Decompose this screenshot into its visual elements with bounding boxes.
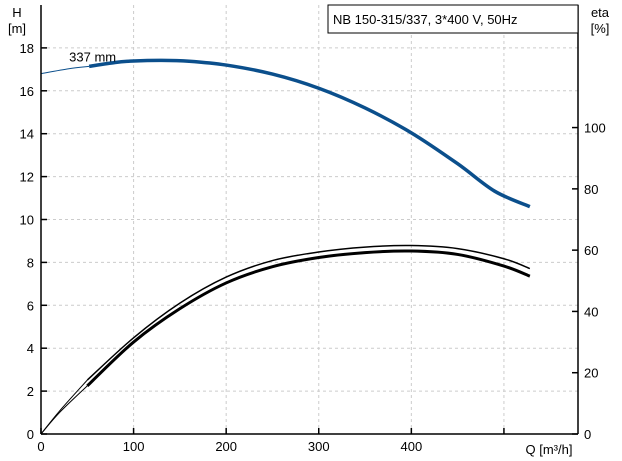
efficiency-curve-1-extrapolated [40,385,88,435]
y-right-tick-label: 80 [584,182,598,197]
y-left-tick-label: 6 [27,298,34,313]
y-right-label-unit: [%] [591,21,610,36]
y-left-tick-label: 4 [27,341,34,356]
x-tick-label: 100 [123,439,145,454]
y-left-label-symbol: H [12,5,21,20]
x-axis-label: Q [m³/h] [526,442,573,457]
chart-title: NB 150-315/337, 3*400 V, 50Hz [333,12,518,27]
y-left-tick-label: 14 [20,127,34,142]
y-right-label-symbol: eta [591,5,610,20]
y-right-tick-label: 40 [584,304,598,319]
x-tick-label: 0 [37,439,44,454]
efficiency-curve-2-extrapolated [40,379,88,435]
y-right-tick-label: 100 [584,121,606,136]
x-tick-label: 300 [308,439,330,454]
y-left-tick-label: 16 [20,84,34,99]
y-left-tick-label: 8 [27,255,34,270]
y-left-tick-label: 0 [27,427,34,442]
y-left-tick-label: 10 [20,213,34,228]
y-left-tick-label: 12 [20,170,34,185]
y-right-tick-label: 60 [584,243,598,258]
axes: 0 100 200 300 400 0 2 4 6 8 10 12 14 16 18 0 20 40 60 80 100 [20,5,606,454]
x-tick-label: 400 [400,439,422,454]
curves: 337 mm [40,49,531,435]
efficiency-curve-1 [86,249,531,387]
y-left-tick-label: 18 [20,41,34,56]
y-right-tick-label: 20 [584,366,598,381]
efficiency-curve-2 [86,244,531,381]
y-right-tick-label: 0 [584,427,591,442]
head-curve-extrapolated [40,65,90,75]
title-box [327,4,579,34]
series-label: 337 mm [69,49,116,64]
y-left-tick-label: 2 [27,384,34,399]
head-curve [88,58,531,209]
y-left-label-unit: [m] [8,21,26,36]
x-tick-label: 200 [215,439,237,454]
grid [41,5,578,434]
